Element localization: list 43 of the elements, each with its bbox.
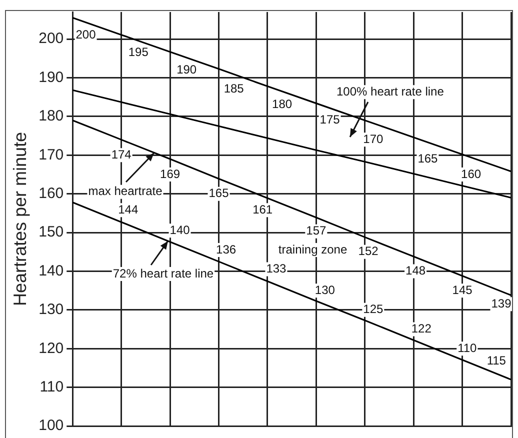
annotation: 125 <box>363 302 384 316</box>
annotation: 133 <box>266 262 287 276</box>
annotation: 72% heart rate line <box>112 266 214 280</box>
annotation: 200 <box>76 28 96 42</box>
annotation: 170 <box>363 132 384 146</box>
annotation: 152 <box>358 244 379 258</box>
y-axis-title: Heartrates per minute <box>10 132 30 306</box>
y-tick-label: 110 <box>40 378 64 396</box>
y-tick-label: 150 <box>38 224 64 241</box>
y-tick-label: 130 <box>38 301 64 318</box>
y-tick-label: 180 <box>38 108 64 125</box>
annotation: 157 <box>306 224 326 238</box>
annotation: training zone <box>278 242 348 256</box>
annotation: 140 <box>170 222 190 237</box>
y-tick-label: 140 <box>38 262 64 280</box>
annotation: 160 <box>461 166 482 181</box>
annotation: 136 <box>216 242 236 256</box>
annotation: 169 <box>160 166 180 181</box>
annotation: 110 <box>458 340 478 355</box>
annotation: 161 <box>252 202 273 216</box>
annotation: 190 <box>176 62 197 76</box>
annotation: 174 <box>111 147 132 162</box>
annotation: 145 <box>452 282 473 297</box>
annotation: 185 <box>224 82 244 96</box>
annotation: 175 <box>320 112 340 127</box>
annotation: 165 <box>418 151 438 166</box>
y-tick-label: 120 <box>38 340 64 357</box>
annotation: 122 <box>411 322 432 336</box>
annotation: 139 <box>491 296 512 310</box>
annotation: max heartrate <box>88 184 163 198</box>
y-tick-label: 100 <box>38 417 64 434</box>
annotation: 100% heart rate line <box>336 84 444 98</box>
annotation: 195 <box>128 44 149 59</box>
annotation: 148 <box>406 264 426 278</box>
annotation: 180 <box>272 97 292 112</box>
y-tick-label: 170 <box>38 146 64 164</box>
annotation: 115 <box>486 353 506 368</box>
y-tick-label: 190 <box>38 68 64 86</box>
annotation: 144 <box>118 202 138 216</box>
y-tick-label: 160 <box>38 184 64 202</box>
y-tick-label: 200 <box>38 30 64 48</box>
annotation: 130 <box>314 282 336 297</box>
annotation: 165 <box>208 186 230 200</box>
